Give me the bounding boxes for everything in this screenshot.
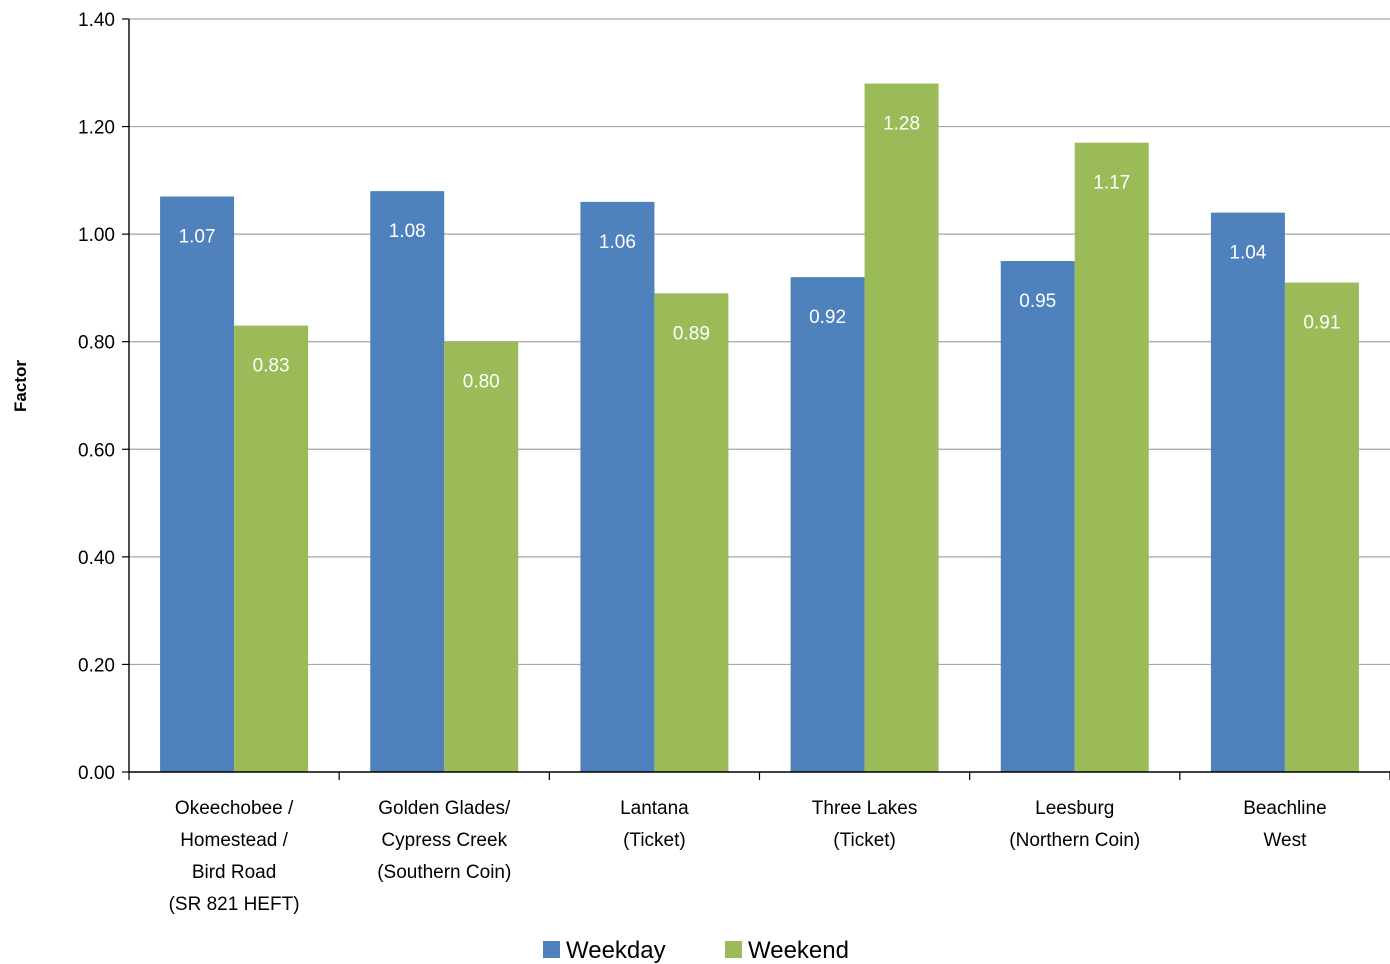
data-label: 1.28 [883, 114, 920, 135]
bars [160, 83, 1359, 773]
y-tick-label: 0.20 [78, 655, 115, 676]
bar-weekday [580, 201, 655, 772]
bar-weekday [1210, 212, 1285, 773]
bar-weekday [160, 196, 235, 772]
data-label: 0.91 [1303, 313, 1340, 334]
x-tick-label: Okeechobee / Homestead / Bird Road (SR 821 … [169, 798, 300, 915]
x-tick-label: Beachline West [1243, 798, 1326, 851]
y-tick-label: 0.40 [78, 548, 115, 569]
data-label: 0.89 [673, 323, 710, 344]
x-tick-label: Leesburg (Northern Coin) [1009, 798, 1140, 851]
bar-weekend [654, 293, 729, 772]
x-axis-ticks: Okeechobee / Homestead / Bird Road (SR 821 … [169, 798, 1327, 915]
data-label: 0.83 [253, 356, 290, 377]
y-tick-label: 0.00 [78, 763, 115, 784]
bar-weekend [864, 83, 939, 773]
bar-weekend [1074, 142, 1149, 772]
legend-swatch-weekend [725, 941, 742, 958]
bar-weekend [444, 341, 519, 772]
legend: Weekday Weekend [543, 937, 849, 964]
data-label: 1.17 [1093, 173, 1130, 194]
data-labels: 1.07 0.83 1.08 0.80 1.06 0.89 0.92 1.28 0.95 1.17… [179, 114, 1341, 393]
gridlines [129, 18, 1390, 666]
x-tick-label: Three Lakes (Ticket) [812, 798, 918, 851]
bar-weekend [234, 325, 309, 772]
data-label: 0.92 [809, 307, 846, 328]
axes [128, 19, 1390, 780]
bar-weekday [1000, 261, 1075, 772]
x-tick-label: Lantana (Ticket) [620, 798, 689, 851]
bar-weekday [790, 277, 865, 772]
bar-weekday [370, 191, 445, 773]
y-tick-label: 1.20 [78, 118, 115, 139]
data-label: 0.95 [1019, 291, 1056, 312]
x-tick-label: Golden Glades/Cypress Creek (Southern Coi… [377, 798, 511, 883]
bar-weekend [1284, 282, 1359, 772]
legend-label-weekend: Weekend [748, 937, 849, 964]
data-label: 1.08 [389, 221, 426, 242]
y-tick-label: 0.60 [78, 440, 115, 461]
y-axis-label: Factor [11, 360, 30, 412]
y-tick-label: 0.80 [78, 333, 115, 354]
data-label: 0.80 [463, 372, 500, 393]
y-tick-label: 1.40 [78, 10, 115, 31]
legend-label-weekday: Weekday [566, 937, 666, 964]
data-label: 1.04 [1229, 243, 1266, 264]
y-tick-label: 1.00 [78, 225, 115, 246]
legend-swatch-weekday [543, 941, 560, 958]
data-label: 1.07 [179, 226, 216, 247]
data-label: 1.06 [599, 232, 636, 253]
y-axis-ticks: 0.00 0.20 0.40 0.60 0.80 1.00 1.20 1.40 [78, 10, 129, 784]
